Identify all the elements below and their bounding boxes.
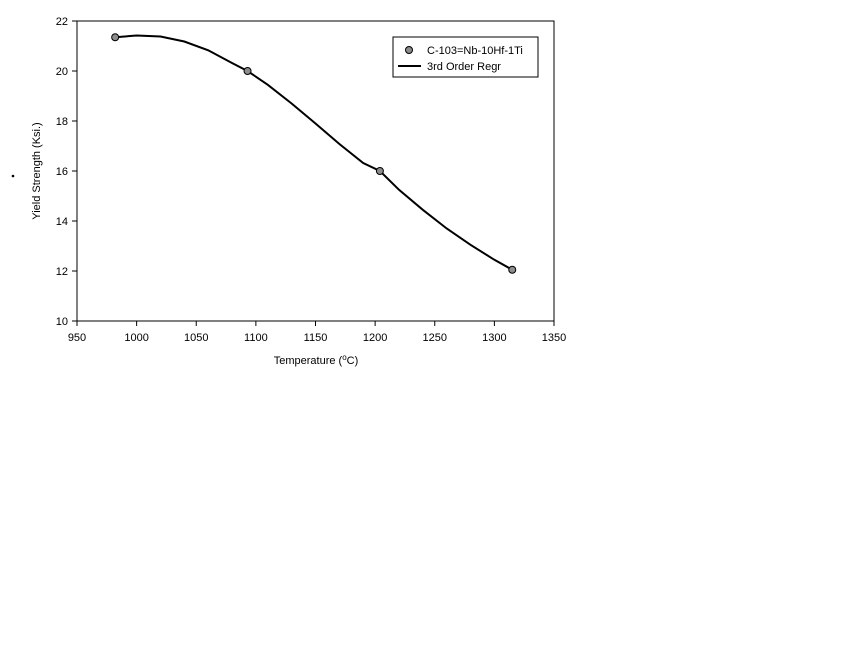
x-tick-label: 1150 (304, 332, 328, 344)
x-axis-ticks: 950 1000 1050 1100 1150 1200 1250 1300 1350 (68, 321, 566, 344)
y-tick-label: 18 (56, 116, 68, 128)
x-tick-label: 1000 (124, 332, 148, 344)
y-tick-label: 20 (56, 66, 68, 78)
y-tick-label: 16 (56, 166, 68, 178)
data-point (243, 67, 252, 75)
y-axis-title: Yield Strength (Ksi.) (31, 122, 43, 219)
data-point (375, 167, 384, 175)
legend-box (392, 36, 539, 78)
y-tick-label: 22 (56, 16, 68, 28)
stray-dot (11, 174, 15, 178)
data-point (111, 33, 120, 42)
x-tick-label: 950 (68, 332, 86, 344)
regression-line (115, 34, 513, 271)
x-axis-title-sup: o (342, 353, 347, 362)
y-tick-label: 12 (56, 266, 68, 278)
x-axis-title: Temperature (oC) (274, 353, 359, 368)
x-tick-label: 1350 (542, 332, 566, 344)
x-tick-label: 1200 (363, 332, 387, 344)
y-tick-label: 14 (56, 216, 68, 228)
legend-label-line: 3rd Order Regr (427, 61, 501, 73)
x-axis-title-end: C) (347, 355, 359, 367)
x-tick-label: 1250 (423, 332, 447, 344)
data-points (111, 33, 517, 274)
y-axis-ticks: 10 12 14 16 18 20 22 (56, 16, 77, 328)
x-tick-label: 1300 (482, 332, 506, 344)
legend-label-points: C-103=Nb-10Hf-1Ti (427, 45, 523, 57)
x-tick-label: 1100 (244, 332, 268, 344)
x-tick-label: 1050 (184, 332, 208, 344)
x-axis-title-main: Temperature ( (274, 355, 343, 367)
legend-marker-icon (405, 46, 413, 54)
legend: C-103=Nb-10Hf-1Ti 3rd Order Regr (392, 36, 539, 78)
data-point (508, 265, 517, 274)
y-tick-label: 10 (56, 316, 68, 328)
